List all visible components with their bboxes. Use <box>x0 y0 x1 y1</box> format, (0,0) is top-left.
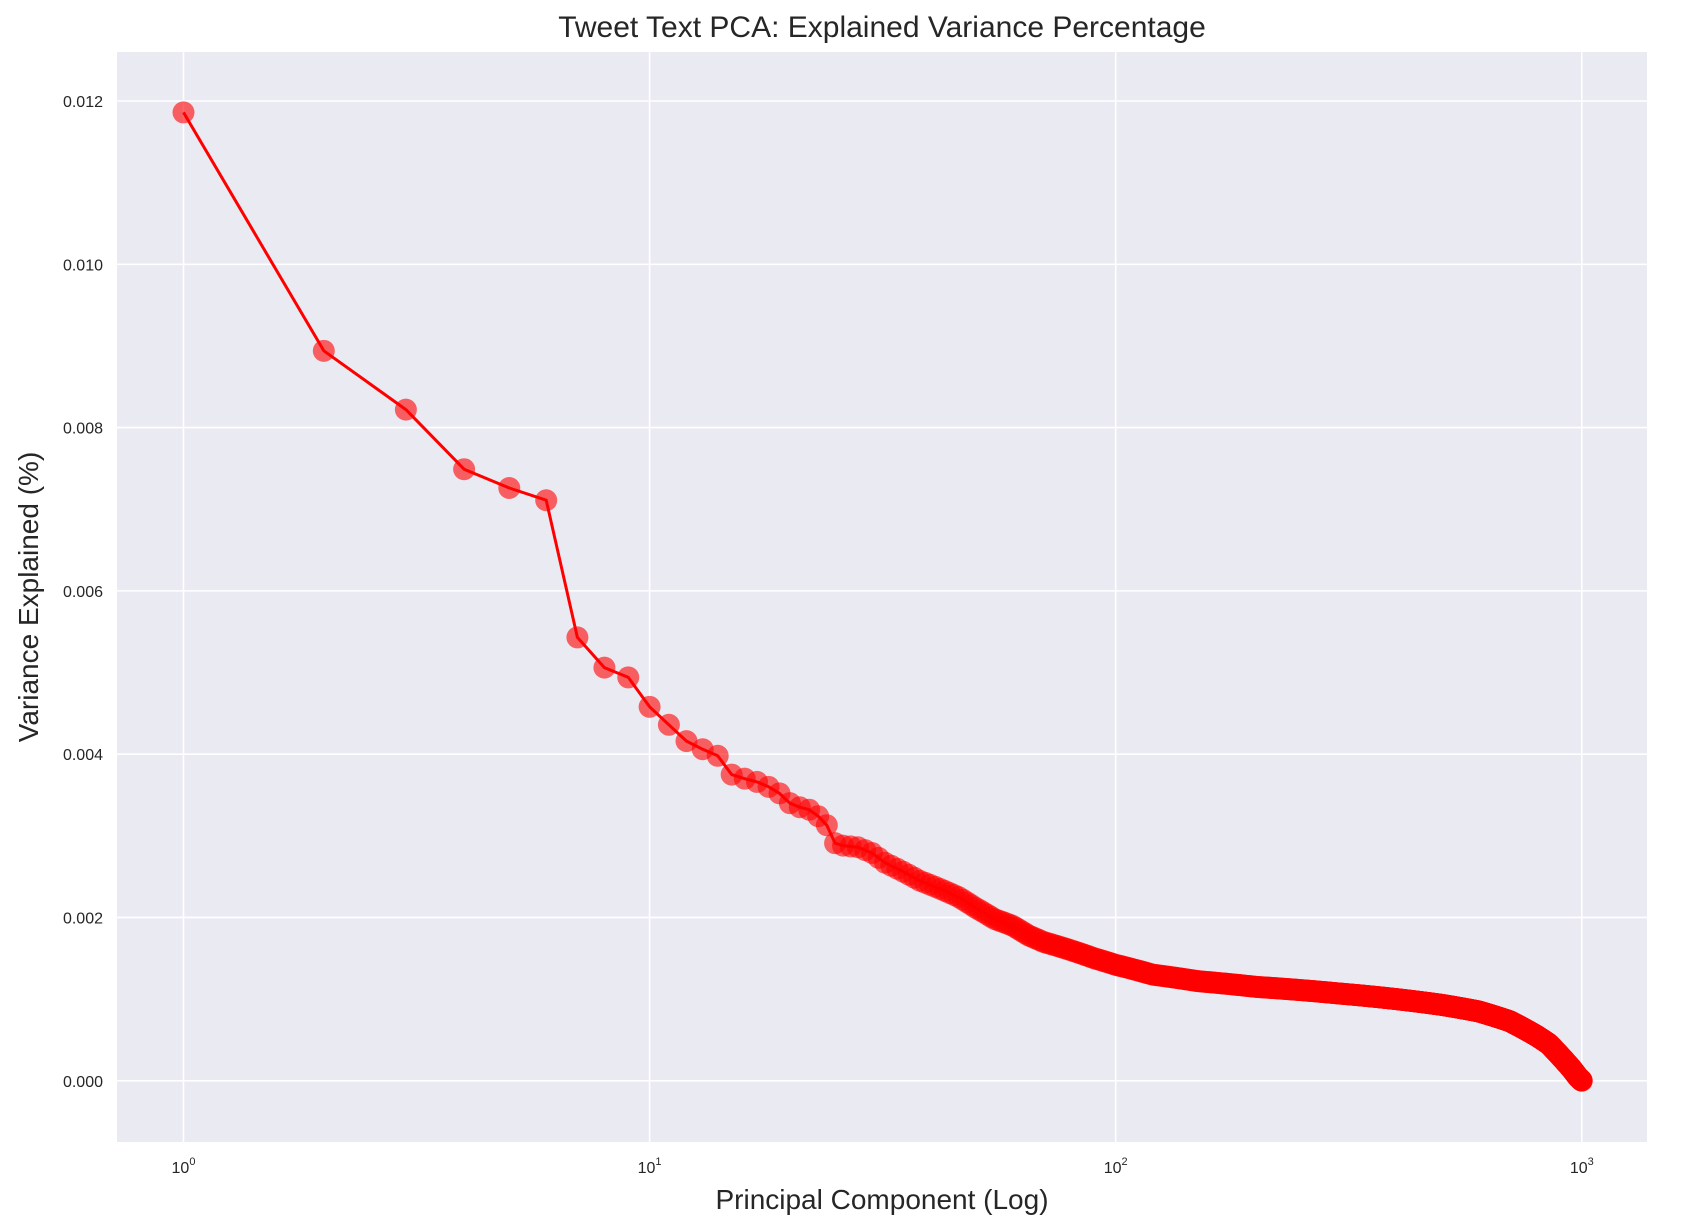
series-layer <box>172 101 1593 1092</box>
data-point <box>638 695 661 718</box>
x-tick-label-2: 102 <box>1104 1156 1128 1177</box>
data-point <box>706 744 729 767</box>
y-tick-label-2: 0.004 <box>63 747 103 764</box>
x-axis-label: Principal Component (Log) <box>715 1184 1048 1215</box>
data-point <box>453 458 476 481</box>
x-tick-label-3: 103 <box>1570 1156 1594 1177</box>
x-tick-label-0: 100 <box>172 1156 196 1177</box>
data-point <box>535 489 558 512</box>
y-tick-label-5: 0.010 <box>63 257 103 274</box>
data-point <box>675 730 698 753</box>
x-tick-label-1: 101 <box>638 1156 662 1177</box>
y-tick-label-3: 0.006 <box>63 584 103 601</box>
tick-labels: 0.000 0.002 0.004 0.006 0.008 0.010 0.012 100 10… <box>63 94 1594 1177</box>
y-tick-label-4: 0.008 <box>63 421 103 438</box>
y-tick-label-0: 0.000 <box>63 1074 103 1091</box>
data-point <box>815 814 838 837</box>
data-point <box>1570 1069 1593 1092</box>
data-point <box>172 101 195 124</box>
y-axis-label: Variance Explained (%) <box>13 452 44 743</box>
y-tick-label-6: 0.012 <box>63 94 103 111</box>
y-tick-label-1: 0.002 <box>63 910 103 927</box>
series-dense-points-0 <box>839 835 1593 1092</box>
data-point <box>312 339 335 362</box>
data-point <box>593 656 616 679</box>
data-point <box>617 666 640 689</box>
plot-area <box>117 52 1647 1142</box>
data-point <box>566 626 589 649</box>
data-point <box>394 398 417 421</box>
data-point <box>498 477 521 499</box>
chart-title: Tweet Text PCA: Explained Variance Perce… <box>558 11 1206 44</box>
data-point <box>657 713 680 736</box>
